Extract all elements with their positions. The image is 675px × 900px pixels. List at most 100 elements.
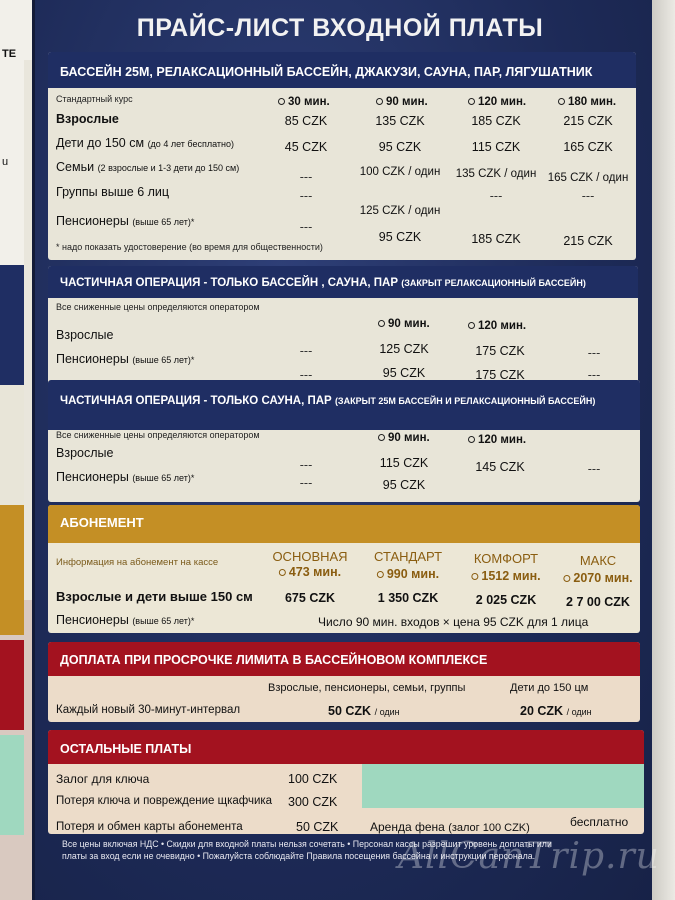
cell: 50 CZK — [296, 820, 339, 834]
clock-icon — [558, 98, 565, 106]
cell: --- — [299, 189, 313, 203]
col-180: 180 мин. — [558, 96, 616, 108]
cell: --- — [581, 189, 595, 203]
footer-line: платы за вход если не очевидно • Пожалуй… — [62, 851, 536, 861]
plan-name: СТАНДАРТ — [373, 549, 443, 564]
cell: 100 CZK / один — [359, 166, 441, 178]
cell: --- — [587, 346, 601, 360]
cell: 50 CZK / один — [328, 704, 400, 718]
row-label: Пенсионеры (выше 65 лет)* — [56, 352, 195, 366]
section-overtime-surcharge: ДОПЛАТА ПРИ ПРОСРОЧКЕ ЛИМИТА В БАССЕЙНОВ… — [48, 642, 640, 722]
plan-minutes: 1512 мин. — [471, 569, 541, 583]
cell: --- — [299, 344, 313, 358]
cell: 215 CZK — [563, 114, 613, 128]
row-label: Пенсионеры (выше 65 лет)* — [56, 214, 195, 228]
section-header: БАССЕЙН 25М, РЕЛАКСАЦИОННЫЙ БАССЕЙН, ДЖА… — [48, 52, 636, 88]
plan-name: МАКС — [579, 553, 617, 568]
row-label: Каждый новый 30-минут-интервал — [56, 704, 241, 716]
cell: --- — [299, 220, 313, 234]
section-header: ОСТАЛЬНЫЕ ПЛАТЫ — [48, 730, 644, 764]
row-label: Пенсионеры (выше 65 лет)* — [56, 613, 195, 627]
row-label: Семьи (2 взрослые и 1-3 дети до 150 см) — [56, 160, 240, 174]
cell: 165 CZK — [563, 140, 613, 154]
cell: 175 CZK — [475, 368, 525, 382]
extra-value: бесплатно — [570, 815, 629, 829]
section-season-ticket: АБОНЕМЕНТ Информация на абонемент на кас… — [48, 505, 640, 633]
section-header: АБОНЕМЕНТ — [48, 505, 640, 543]
footer-notes: Все цены включая НДС • Скидки для входно… — [62, 838, 642, 862]
cell: 100 CZK — [288, 772, 338, 786]
clock-icon — [376, 98, 383, 106]
cell: 145 CZK — [475, 460, 525, 474]
course-label: Стандартный курс — [56, 94, 133, 104]
cell: 95 CZK — [378, 230, 422, 244]
right-frame — [649, 0, 675, 900]
cell: 215 CZK — [563, 234, 613, 248]
col-children-header: Дети до 150 цм — [510, 682, 589, 694]
col-30: 30 мин. — [278, 96, 330, 108]
cell: 115 CZK — [471, 140, 521, 154]
cell: 95 CZK — [382, 478, 426, 492]
left-strip-text-2: u — [2, 156, 9, 168]
row-label: Потеря ключа и повреждение щкафчика — [56, 795, 273, 807]
cell: 1 350 CZK — [377, 591, 439, 605]
table-row: Взрослые 85 CZK 135 CZK 185 CZK 215 CZK — [48, 112, 636, 134]
column-header-row: Стандартный курс 30 мин. 90 мин. 120 мин… — [48, 92, 636, 114]
footnote: * надо показать удостоверение (во время … — [56, 242, 323, 252]
green-block — [362, 764, 644, 808]
col-adults-header: Взрослые, пенсионеры, семьи, группы — [268, 682, 466, 694]
col-120: 120 мин. — [468, 434, 526, 446]
row-label: Взрослые и дети выше 150 см — [56, 589, 253, 604]
clock-icon — [468, 436, 475, 444]
cell: 175 CZK — [475, 344, 525, 358]
left-strip-panel-5 — [0, 640, 24, 730]
table-row: Взрослые --- 115 CZK 145 CZK --- — [48, 444, 640, 476]
cell: 185 CZK — [471, 232, 521, 246]
section-header: ДОПЛАТА ПРИ ПРОСРОЧКЕ ЛИМИТА В БАССЕЙНОВ… — [48, 642, 640, 676]
cell: 115 CZK — [379, 456, 429, 470]
left-strip-panel-4 — [0, 505, 24, 635]
section-pool-sauna-steam: ЧАСТИЧНАЯ ОПЕРАЦИЯ - ТОЛЬКО БАССЕЙН , СА… — [48, 266, 638, 392]
info-text: Информация на абонемент на кассе — [56, 557, 219, 568]
row-label: Взрослые — [56, 328, 114, 342]
clock-icon — [278, 98, 285, 106]
left-strip-text-1: ТЕ — [2, 48, 17, 60]
col-120: 120 мин. — [468, 320, 526, 332]
cell: 2 7 00 CZK — [566, 595, 630, 609]
left-strip-panel-2 — [0, 265, 24, 385]
col-90: 90 мин. — [378, 318, 430, 330]
cell: --- — [299, 368, 313, 382]
cell: 300 CZK — [288, 795, 338, 809]
row-label: Дети до 150 см (до 4 лет бесплатно) — [56, 136, 234, 150]
row-label: Залог для ключа — [56, 772, 150, 786]
section-header: ЧАСТИЧНАЯ ОПЕРАЦИЯ - ТОЛЬКО САУНА, ПАР (… — [48, 380, 640, 430]
cell: 675 CZK — [284, 591, 336, 605]
plan-minutes: 2070 мин. — [563, 571, 633, 585]
left-neighbor-board: ТЕ u — [0, 0, 36, 900]
footer-line: Все цены включая НДС • Скидки для входно… — [62, 839, 552, 849]
cell: --- — [299, 170, 313, 184]
left-strip-panel-6 — [0, 735, 24, 835]
page-title: ПРАЙС-ЛИСТ ВХОДНОЙ ПЛАТЫ — [136, 14, 544, 42]
clock-icon — [278, 569, 286, 577]
clock-icon — [378, 320, 385, 328]
cell: --- — [587, 462, 601, 476]
extra-label: Аренда фена (залог 100 CZK) — [370, 820, 530, 834]
cell: 45 CZK — [284, 140, 328, 154]
plan-name: ОСНОВНАЯ — [272, 549, 348, 564]
table-row: Группы выше 6 лиц --- 125 CZK / один ---… — [48, 185, 636, 217]
clock-icon — [471, 573, 479, 581]
cell: 2 025 CZK — [475, 593, 537, 607]
row-label: Пенсионеры (выше 65 лет)* — [56, 470, 195, 484]
cell: --- — [587, 368, 601, 382]
clock-icon — [376, 571, 384, 579]
clock-icon — [468, 322, 475, 330]
cell: 85 CZK — [284, 114, 328, 128]
cell: 20 CZK / один — [520, 704, 592, 718]
row-label: Потеря и обмен карты абонемента — [56, 821, 243, 833]
plan-minutes: 990 мин. — [376, 567, 439, 581]
cell: 125 CZK / один — [359, 205, 441, 217]
col-90: 90 мин. — [378, 432, 430, 444]
clock-icon — [378, 434, 385, 442]
cell: 95 CZK — [382, 366, 426, 380]
